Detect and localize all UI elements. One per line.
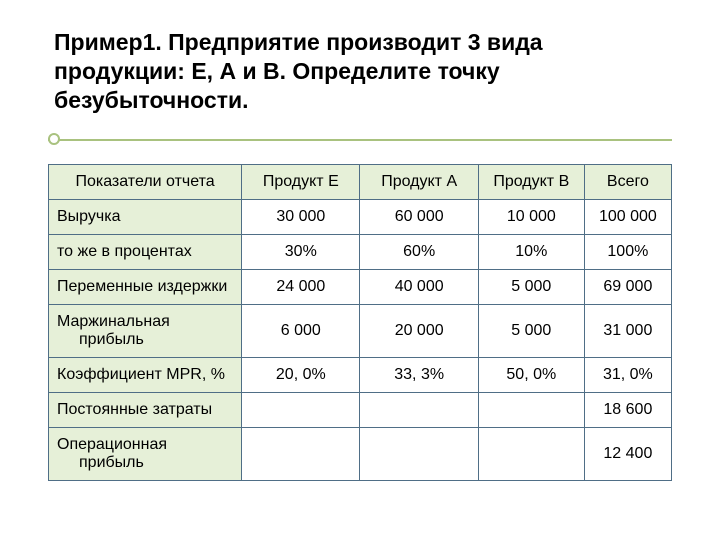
cell: 10 000 [478, 200, 584, 235]
cell: 60% [360, 235, 478, 270]
cell: 40 000 [360, 270, 478, 305]
cell: 30 000 [242, 200, 360, 235]
table-row: то же в процентах30%60%10%100% [49, 235, 672, 270]
cell: 12 400 [584, 428, 671, 481]
cell: 18 600 [584, 393, 671, 428]
cell: 10% [478, 235, 584, 270]
row-label: Постоянные затраты [49, 393, 242, 428]
cell: 69 000 [584, 270, 671, 305]
col-header-total: Всего [584, 165, 671, 200]
cell: 5 000 [478, 270, 584, 305]
row-label: Коэффициент MPR, % [49, 358, 242, 393]
table-row: Постоянные затраты 18 600 [49, 393, 672, 428]
cell: 6 000 [242, 305, 360, 358]
cell [478, 393, 584, 428]
col-header-indicator: Показатели отчета [49, 165, 242, 200]
col-header-product-a: Продукт А [360, 165, 478, 200]
cell: 60 000 [360, 200, 478, 235]
cell: 20, 0% [242, 358, 360, 393]
table-row: Выручка30 00060 00010 000100 000 [49, 200, 672, 235]
slide-title: Пример1. Предприятие производит 3 вида п… [54, 28, 672, 114]
cell [242, 393, 360, 428]
cell [478, 428, 584, 481]
col-header-product-e: Продукт Е [242, 165, 360, 200]
row-label: Операционнаяприбыль [49, 428, 242, 481]
cell [242, 428, 360, 481]
title-rule [48, 132, 672, 146]
rule-line [48, 139, 672, 141]
row-label: то же в процентах [49, 235, 242, 270]
cell: 31 000 [584, 305, 671, 358]
row-label: Маржинальнаяприбыль [49, 305, 242, 358]
cell: 100% [584, 235, 671, 270]
table-row: Переменные издержки24 00040 0005 00069 0… [49, 270, 672, 305]
rule-bullet [48, 133, 60, 145]
row-label: Переменные издержки [49, 270, 242, 305]
row-label: Выручка [49, 200, 242, 235]
cell: 30% [242, 235, 360, 270]
table-row: Маржинальнаяприбыль6 00020 0005 00031 00… [49, 305, 672, 358]
cell: 20 000 [360, 305, 478, 358]
table-header-row: Показатели отчета Продукт Е Продукт А Пр… [49, 165, 672, 200]
cell: 24 000 [242, 270, 360, 305]
cell: 100 000 [584, 200, 671, 235]
table-body: Выручка30 00060 00010 000100 000то же в … [49, 200, 672, 481]
cell: 33, 3% [360, 358, 478, 393]
table-header: Показатели отчета Продукт Е Продукт А Пр… [49, 165, 672, 200]
table-row: Коэффициент MPR, %20, 0%33, 3%50, 0%31, … [49, 358, 672, 393]
data-table: Показатели отчета Продукт Е Продукт А Пр… [48, 164, 672, 481]
cell: 5 000 [478, 305, 584, 358]
cell: 31, 0% [584, 358, 671, 393]
cell [360, 393, 478, 428]
cell [360, 428, 478, 481]
table-row: Операционнаяприбыль 12 400 [49, 428, 672, 481]
col-header-product-b: Продукт В [478, 165, 584, 200]
cell: 50, 0% [478, 358, 584, 393]
